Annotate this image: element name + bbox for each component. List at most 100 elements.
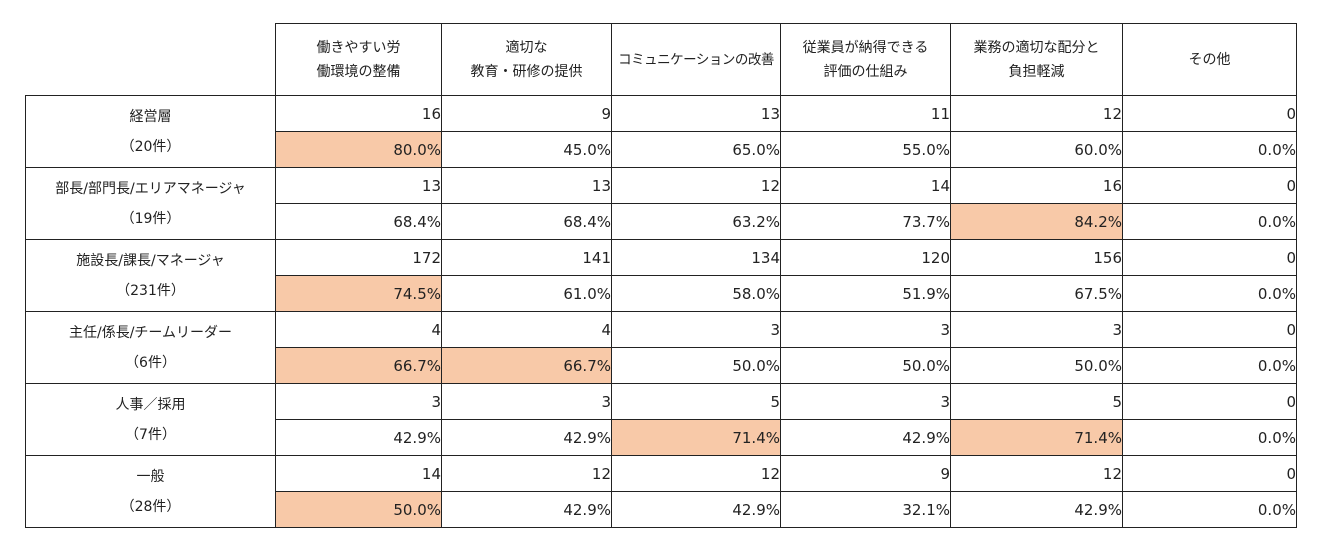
count-cell: 0: [1122, 239, 1297, 276]
column-header-line: その他: [1188, 51, 1231, 68]
percent-cell: 73.7%: [780, 203, 951, 240]
column-header-evaluation: 従業員が納得できる 評価の仕組み: [780, 23, 951, 96]
percent-cell-highlighted: 71.4%: [611, 419, 781, 456]
percent-cell: 45.0%: [441, 131, 612, 168]
count-cell: 172: [275, 239, 442, 276]
table-row-counts: 一般 （28件） 14 12 12 9 12 0: [25, 455, 1297, 528]
percent-cell: 42.9%: [441, 419, 612, 456]
count-cell: 3: [950, 311, 1123, 348]
count-cell: 14: [275, 455, 442, 492]
table-row-counts: 施設長/課長/マネージャ （231件） 172 141 134 120 156 0: [25, 239, 1297, 312]
count-cell: 12: [441, 455, 612, 492]
table-row-counts: 主任/係長/チームリーダー （6件） 4 4 3 3 3 0: [25, 311, 1297, 384]
column-header-line: 従業員が納得できる: [802, 39, 929, 56]
percent-cell-highlighted: 71.4%: [950, 419, 1123, 456]
count-cell: 3: [275, 383, 442, 420]
percent-cell-highlighted: 84.2%: [950, 203, 1123, 240]
table-row-percents: 50.0% 42.9% 42.9% 32.1% 42.9% 0.0%: [26, 491, 1297, 528]
row-header: 主任/係長/チームリーダー （6件）: [25, 311, 276, 384]
percent-cell: 68.4%: [441, 203, 612, 240]
table-row-counts: 部長/部門長/エリアマネージャ （19件） 13 13 12 14 16 0: [25, 167, 1297, 240]
percent-cell: 55.0%: [780, 131, 951, 168]
row-header-label: 主任/係長/チームリーダー: [68, 324, 232, 341]
row-header-count: （28件）: [120, 498, 181, 515]
table-row-percents: 68.4% 68.4% 63.2% 73.7% 84.2% 0.0%: [26, 203, 1297, 240]
count-cell: 16: [950, 167, 1123, 204]
percent-cell: 67.5%: [950, 275, 1123, 312]
row-header-count: （19件）: [120, 210, 181, 227]
count-cell: 9: [441, 95, 612, 132]
row-header-count: （231件）: [116, 282, 185, 299]
count-cell: 13: [441, 167, 612, 204]
column-header-line: 業務の適切な配分と: [973, 39, 1100, 56]
row-header-label: 施設長/課長/マネージャ: [76, 252, 225, 269]
column-header-line: 教育・研修の提供: [470, 63, 583, 80]
percent-cell: 0.0%: [1122, 491, 1297, 528]
count-cell: 12: [950, 455, 1123, 492]
count-cell: 13: [275, 167, 442, 204]
count-cell: 16: [275, 95, 442, 132]
percent-cell: 50.0%: [950, 347, 1123, 384]
percent-cell-highlighted: 80.0%: [275, 131, 442, 168]
count-cell: 120: [780, 239, 951, 276]
count-cell: 0: [1122, 311, 1297, 348]
count-cell: 0: [1122, 455, 1297, 492]
count-cell: 12: [950, 95, 1123, 132]
column-header-workload: 業務の適切な配分と 負担軽減: [950, 23, 1123, 96]
percent-cell: 0.0%: [1122, 203, 1297, 240]
count-cell: 0: [1122, 167, 1297, 204]
percent-cell: 58.0%: [611, 275, 781, 312]
survey-results-table: 働きやすい労 働環境の整備 適切な 教育・研修の提供 コミュニケーションの改善 …: [25, 23, 1297, 528]
percent-cell: 61.0%: [441, 275, 612, 312]
percent-cell-highlighted: 50.0%: [275, 491, 442, 528]
row-header-label: 経営層: [129, 108, 172, 125]
row-header-label: 部長/部門長/エリアマネージャ: [55, 180, 246, 197]
row-header: 経営層 （20件）: [25, 95, 276, 168]
count-cell: 13: [611, 95, 781, 132]
table-row-percents: 66.7% 66.7% 50.0% 50.0% 50.0% 0.0%: [26, 347, 1297, 384]
row-header: 部長/部門長/エリアマネージャ （19件）: [25, 167, 276, 240]
row-header-count: （7件）: [125, 426, 176, 443]
table-row-percents: 42.9% 42.9% 71.4% 42.9% 71.4% 0.0%: [26, 419, 1297, 456]
count-cell: 14: [780, 167, 951, 204]
percent-cell: 0.0%: [1122, 419, 1297, 456]
count-cell: 0: [1122, 95, 1297, 132]
column-header-line: 働きやすい労: [316, 39, 401, 56]
table-body: 経営層 （20件） 16 9 13 11 12 0 80.0% 45.0% 65.0% 55.0% 60…: [25, 95, 1297, 528]
percent-cell: 32.1%: [780, 491, 951, 528]
count-cell: 3: [780, 383, 951, 420]
row-header-label: 人事／採用: [115, 396, 186, 413]
count-cell: 4: [275, 311, 442, 348]
table-row-percents: 80.0% 45.0% 65.0% 55.0% 60.0% 0.0%: [26, 131, 1297, 168]
percent-cell: 51.9%: [780, 275, 951, 312]
table-row-percents: 74.5% 61.0% 58.0% 51.9% 67.5% 0.0%: [26, 275, 1297, 312]
table-row-counts: 経営層 （20件） 16 9 13 11 12 0: [25, 95, 1297, 168]
column-header-line: 負担軽減: [1008, 63, 1065, 80]
column-header-training: 適切な 教育・研修の提供: [441, 23, 612, 96]
count-cell: 0: [1122, 383, 1297, 420]
row-header: 施設長/課長/マネージャ （231件）: [25, 239, 276, 312]
column-header-communication: コミュニケーションの改善: [611, 23, 781, 96]
percent-cell-highlighted: 66.7%: [441, 347, 612, 384]
count-cell: 3: [441, 383, 612, 420]
row-header: 一般 （28件）: [25, 455, 276, 528]
row-header-count: （6件）: [125, 354, 176, 371]
row-header-count: （20件）: [120, 138, 181, 155]
percent-cell-highlighted: 66.7%: [275, 347, 442, 384]
column-header-work-environment: 働きやすい労 働環境の整備: [275, 23, 442, 96]
table-row-counts: 人事／採用 （7件） 3 3 5 3 5 0: [25, 383, 1297, 456]
column-header-line: 適切な: [505, 39, 548, 56]
percent-cell: 42.9%: [780, 419, 951, 456]
percent-cell: 63.2%: [611, 203, 781, 240]
percent-cell: 0.0%: [1122, 275, 1297, 312]
count-cell: 134: [611, 239, 781, 276]
percent-cell: 42.9%: [950, 491, 1123, 528]
percent-cell: 65.0%: [611, 131, 781, 168]
column-header-line: 評価の仕組み: [823, 63, 908, 80]
column-header-line: コミュニケーションの改善: [618, 51, 774, 68]
percent-cell: 0.0%: [1122, 131, 1297, 168]
count-cell: 3: [611, 311, 781, 348]
count-cell: 5: [950, 383, 1123, 420]
percent-cell: 0.0%: [1122, 347, 1297, 384]
count-cell: 11: [780, 95, 951, 132]
